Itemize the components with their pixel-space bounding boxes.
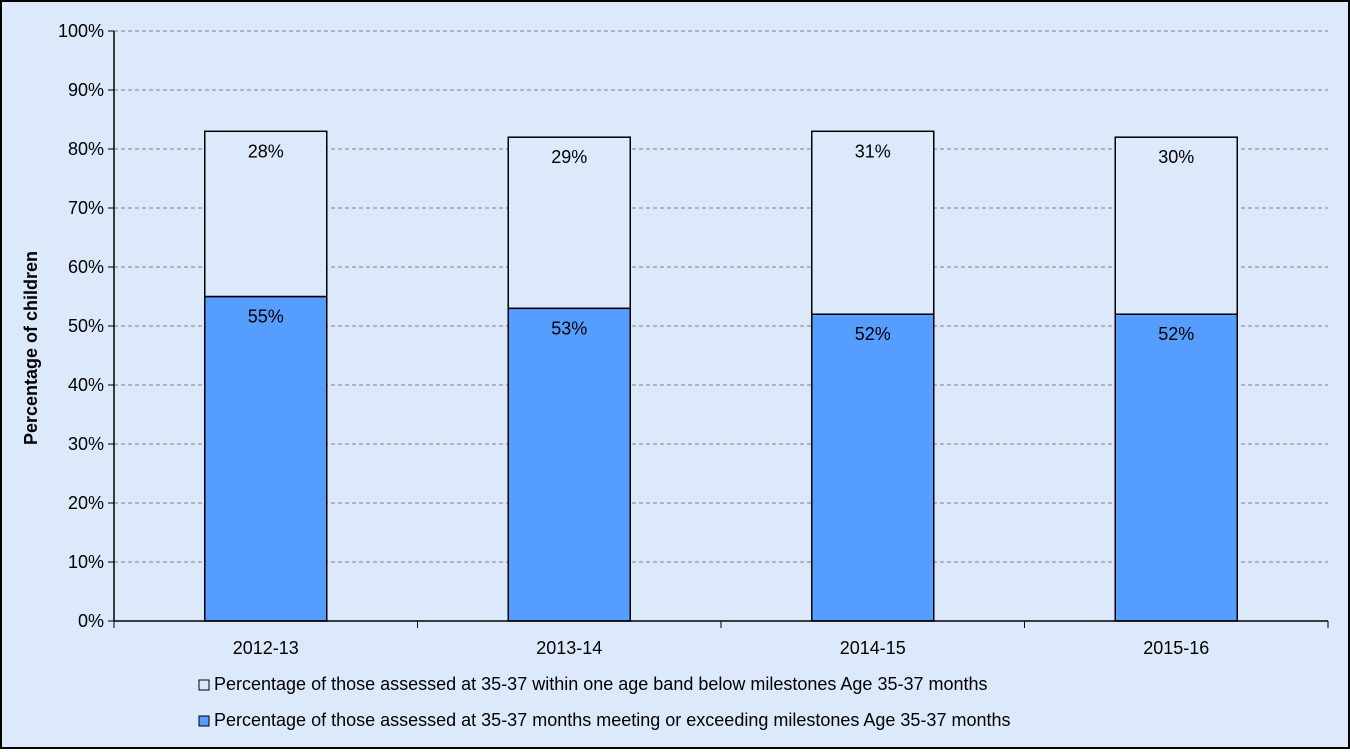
data-label: 52% bbox=[1158, 324, 1194, 344]
bar-meeting-or-exceeding bbox=[811, 313, 935, 622]
bar-within-one-band bbox=[507, 136, 631, 310]
bar-meeting-or-exceeding bbox=[1114, 313, 1238, 622]
y-axis-title: Percentage of children bbox=[21, 251, 41, 445]
y-tick-label: 30% bbox=[68, 434, 104, 454]
bar-within-one-band bbox=[811, 130, 935, 315]
data-label: 31% bbox=[855, 141, 891, 161]
data-label: 28% bbox=[248, 141, 284, 161]
y-tick-label: 60% bbox=[68, 257, 104, 277]
bar-within-one-band bbox=[1114, 136, 1238, 315]
data-labels: 55% 28% 53% 29% 52% 31% 52% 30% bbox=[248, 141, 1195, 344]
legend-swatch-within-one-band bbox=[198, 679, 210, 691]
y-tick-label: 0% bbox=[78, 611, 104, 631]
data-label: 55% bbox=[248, 307, 284, 327]
y-tick-label: 90% bbox=[68, 80, 104, 100]
data-label: 53% bbox=[551, 318, 587, 338]
bar-within-one-band bbox=[204, 130, 328, 298]
y-tick-label: 20% bbox=[68, 493, 104, 513]
x-tick-label: 2015-16 bbox=[1143, 638, 1209, 658]
legend-swatch-meeting-or-exceeding bbox=[198, 715, 210, 727]
legend-label-within-one-band: Percentage of those assessed at 35-37 wi… bbox=[214, 674, 988, 694]
y-tick-label: 50% bbox=[68, 316, 104, 336]
x-tick-label: 2012-13 bbox=[233, 638, 299, 658]
legend-label-meeting-or-exceeding: Percentage of those assessed at 35-37 mo… bbox=[214, 710, 1010, 730]
bar-meeting-or-exceeding bbox=[507, 307, 631, 622]
data-label: 30% bbox=[1158, 147, 1194, 167]
axes: 0% 10% 20% 30% 40% 50% 60% 70% 80% 90% 100% 2012-13… bbox=[58, 21, 1329, 658]
y-tick-label: 70% bbox=[68, 198, 104, 218]
x-tick-label: 2014-15 bbox=[840, 638, 906, 658]
bar-meeting-or-exceeding bbox=[204, 295, 328, 622]
data-label: 29% bbox=[551, 147, 587, 167]
y-tick-label: 40% bbox=[68, 375, 104, 395]
legend: Percentage of those assessed at 35-37 wi… bbox=[198, 674, 1010, 730]
x-tick-label: 2013-14 bbox=[536, 638, 602, 658]
y-tick-label: 80% bbox=[68, 139, 104, 159]
y-tick-label: 10% bbox=[68, 552, 104, 572]
y-tick-label: 100% bbox=[58, 21, 104, 41]
bars bbox=[204, 130, 1238, 622]
data-label: 52% bbox=[855, 324, 891, 344]
